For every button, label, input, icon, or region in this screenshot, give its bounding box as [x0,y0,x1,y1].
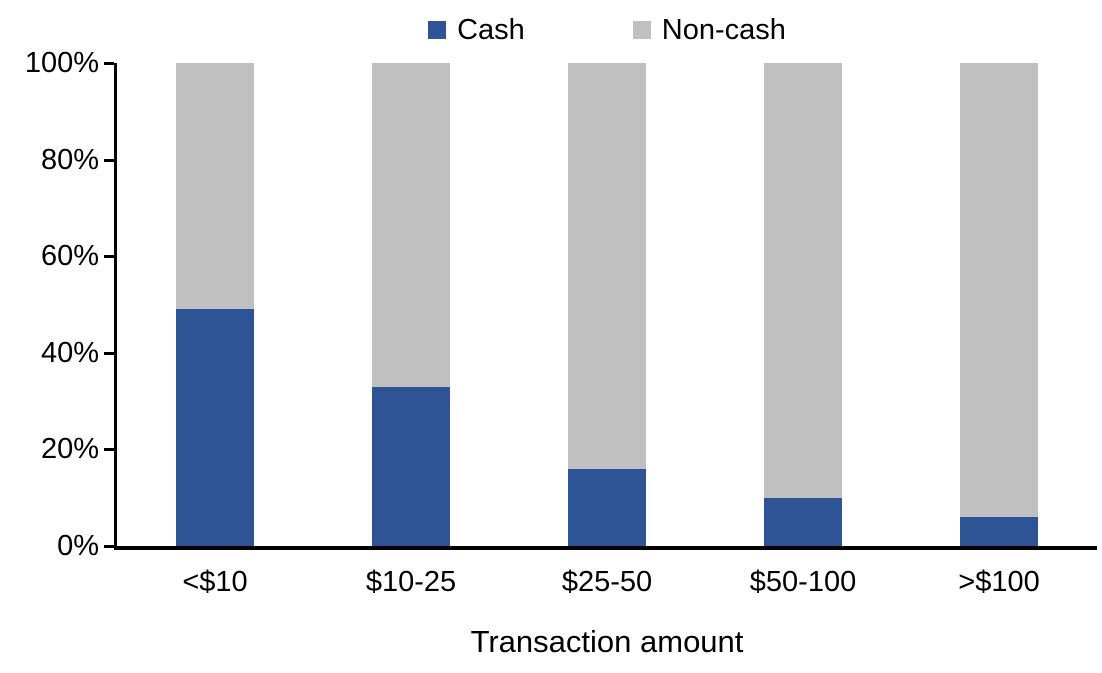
bar-segment-non-cash [960,63,1038,518]
x-axis-line [114,546,1097,550]
y-axis-tick [104,62,114,65]
chart-legend: Cash Non-cash [117,10,1097,50]
y-axis-tick [104,545,114,548]
y-axis-tick-label: 60% [40,240,99,272]
x-axis-title: Transaction amount [470,624,744,659]
y-axis-tick-label: 80% [40,144,99,176]
y-axis-line [114,63,117,550]
x-axis-category-label: >$100 [958,566,1040,598]
y-axis-tick [104,352,114,355]
legend-item-non-cash: Non-cash [632,13,786,46]
y-axis-tick-label: 100% [24,47,99,79]
bar-segment-cash [568,468,646,546]
plot-area [117,63,1097,546]
bar-segment-cash [764,497,842,546]
x-axis-category-label: $25-50 [561,566,653,598]
bar-segment-cash [372,386,450,546]
y-axis-tick [104,159,114,162]
x-axis-category-label: $50-100 [749,566,857,598]
cash-swatch-icon [428,21,447,39]
bar-segment-cash [176,309,254,546]
non-cash-swatch-icon [632,21,651,39]
bar-segment-non-cash [764,63,842,498]
y-axis-tick-label: 20% [40,433,99,465]
y-axis-tick-label: 0% [57,530,99,562]
bar-segment-non-cash [372,63,450,387]
legend-item-cash: Cash [428,13,525,46]
bar-segment-non-cash [568,63,646,469]
legend-label-cash: Cash [457,13,525,46]
y-axis-tick [104,448,114,451]
legend-label-non-cash: Non-cash [661,13,786,46]
x-axis-category-label: $10-25 [365,566,457,598]
bar-segment-cash [960,517,1038,546]
y-axis-tick-label: 40% [40,337,99,369]
bar-segment-non-cash [176,63,254,310]
x-axis-category-label: <$10 [182,566,248,598]
y-axis-tick [104,255,114,258]
